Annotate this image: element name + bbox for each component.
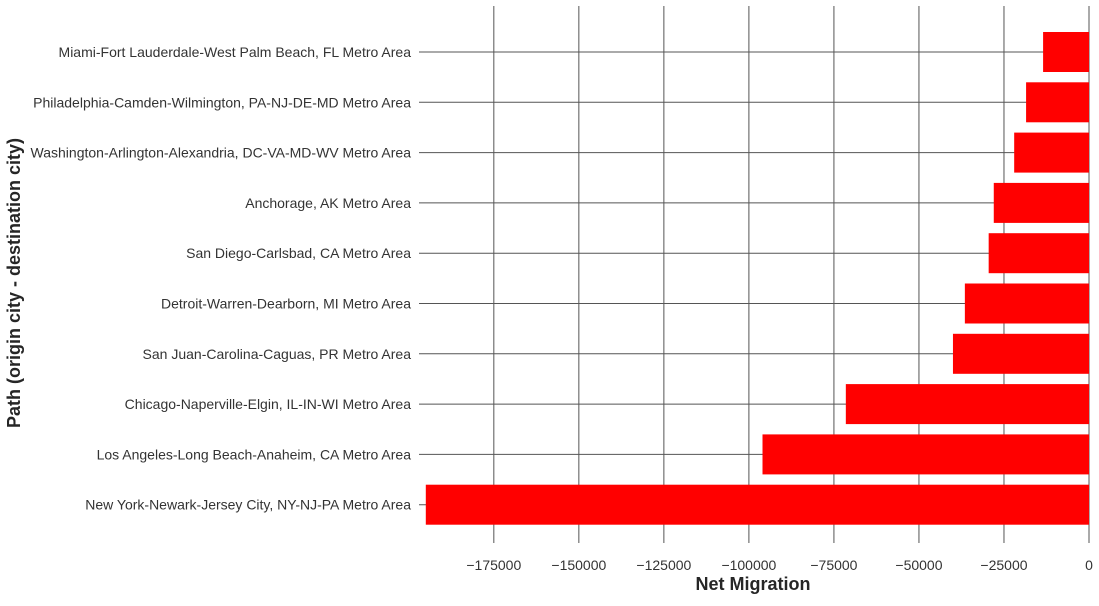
y-tick-label: Washington-Arlington-Alexandria, DC-VA-M…: [31, 145, 412, 161]
bar: [1026, 82, 1089, 123]
x-tick-label: −100000: [721, 557, 776, 573]
bar: [952, 333, 1089, 374]
y-tick-label: Chicago-Naperville-Elgin, IL-IN-WI Metro…: [125, 396, 412, 412]
bar: [988, 233, 1089, 274]
bar: [1014, 132, 1089, 173]
bars: [425, 32, 1090, 525]
y-axis-title: Path (origin city - destination city): [4, 138, 24, 428]
x-tick-label: 0: [1085, 557, 1093, 573]
bar: [762, 434, 1089, 475]
x-tick-label: −50000: [895, 557, 942, 573]
x-tick-labels: −175000 −150000 −125000 −100000 −75000 −50000…: [466, 557, 1093, 573]
y-tick-label: Detroit-Warren-Dearborn, MI Metro Area: [161, 296, 411, 312]
bar: [964, 283, 1089, 324]
y-tick-label: Anchorage, AK Metro Area: [245, 195, 411, 211]
y-tick-label: San Juan-Carolina-Caguas, PR Metro Area: [143, 346, 412, 362]
y-tick-label: Miami-Fort Lauderdale-West Palm Beach, F…: [59, 44, 412, 60]
bar: [845, 384, 1089, 425]
bar: [425, 484, 1090, 525]
x-tick-label: −75000: [810, 557, 857, 573]
x-tick-label: −125000: [636, 557, 691, 573]
y-tick-label: New York-Newark-Jersey City, NY-NJ-PA Me…: [85, 497, 411, 513]
x-tick-label: −150000: [551, 557, 606, 573]
x-tick-label: −25000: [980, 557, 1027, 573]
bar: [1043, 32, 1089, 72]
x-axis-title: Net Migration: [696, 574, 811, 594]
x-tick-label: −175000: [466, 557, 521, 573]
y-tick-label: Los Angeles-Long Beach-Anaheim, CA Metro…: [97, 446, 412, 462]
y-tick-label: San Diego-Carlsbad, CA Metro Area: [186, 245, 411, 261]
bar: [993, 182, 1089, 223]
y-tick-labels: Miami-Fort Lauderdale-West Palm Beach, F…: [31, 44, 412, 513]
y-tick-label: Philadelphia-Camden-Wilmington, PA-NJ-DE…: [33, 94, 411, 110]
